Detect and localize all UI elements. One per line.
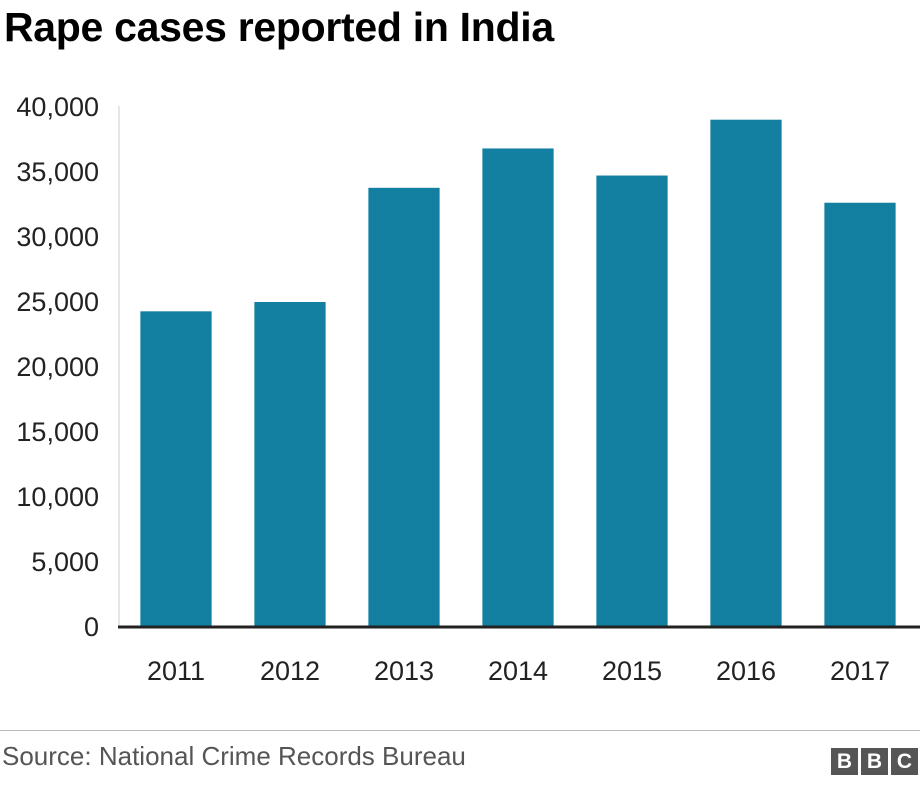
footer-divider bbox=[0, 730, 920, 731]
bar-2011 bbox=[140, 311, 212, 626]
y-tick-label: 10,000 bbox=[16, 482, 99, 512]
bar-2013 bbox=[368, 187, 440, 626]
y-tick-label: 20,000 bbox=[16, 352, 99, 382]
y-tick-label: 0 bbox=[84, 612, 99, 642]
y-tick-label: 40,000 bbox=[16, 92, 99, 122]
x-tick-label: 2015 bbox=[602, 656, 662, 686]
bar-2016 bbox=[710, 119, 782, 627]
x-tick-label: 2011 bbox=[147, 656, 205, 686]
bars bbox=[140, 119, 896, 627]
y-axis: 0 5,000 10,000 15,000 20,000 25,000 30,000 35,0… bbox=[16, 92, 99, 642]
x-tick-label: 2012 bbox=[260, 656, 320, 686]
bar-2015 bbox=[596, 175, 668, 627]
y-tick-label: 30,000 bbox=[16, 222, 99, 252]
bar-2014 bbox=[482, 148, 554, 626]
y-tick-label: 25,000 bbox=[16, 287, 99, 317]
bbc-logo: B B C bbox=[831, 748, 918, 775]
x-tick-label: 2013 bbox=[374, 656, 434, 686]
bbc-logo-letter: C bbox=[891, 748, 918, 775]
bar-2012 bbox=[254, 302, 326, 626]
x-tick-label: 2016 bbox=[716, 656, 776, 686]
bbc-logo-letter: B bbox=[831, 748, 858, 775]
x-tick-label: 2014 bbox=[488, 656, 548, 686]
source-note: Source: National Crime Records Bureau bbox=[2, 741, 466, 771]
bar-chart: 0 5,000 10,000 15,000 20,000 25,000 30,000 35,0… bbox=[16, 92, 920, 686]
bar-2017 bbox=[824, 202, 896, 626]
x-axis: 2011 2012 2013 2014 2015 2016 2017 bbox=[147, 656, 890, 686]
y-tick-label: 15,000 bbox=[16, 417, 99, 447]
y-tick-label: 35,000 bbox=[16, 157, 99, 187]
y-tick-label: 5,000 bbox=[31, 547, 99, 577]
bbc-logo-letter: B bbox=[861, 748, 888, 775]
x-tick-label: 2017 bbox=[830, 656, 890, 686]
chart-title: Rape cases reported in India bbox=[4, 4, 554, 50]
